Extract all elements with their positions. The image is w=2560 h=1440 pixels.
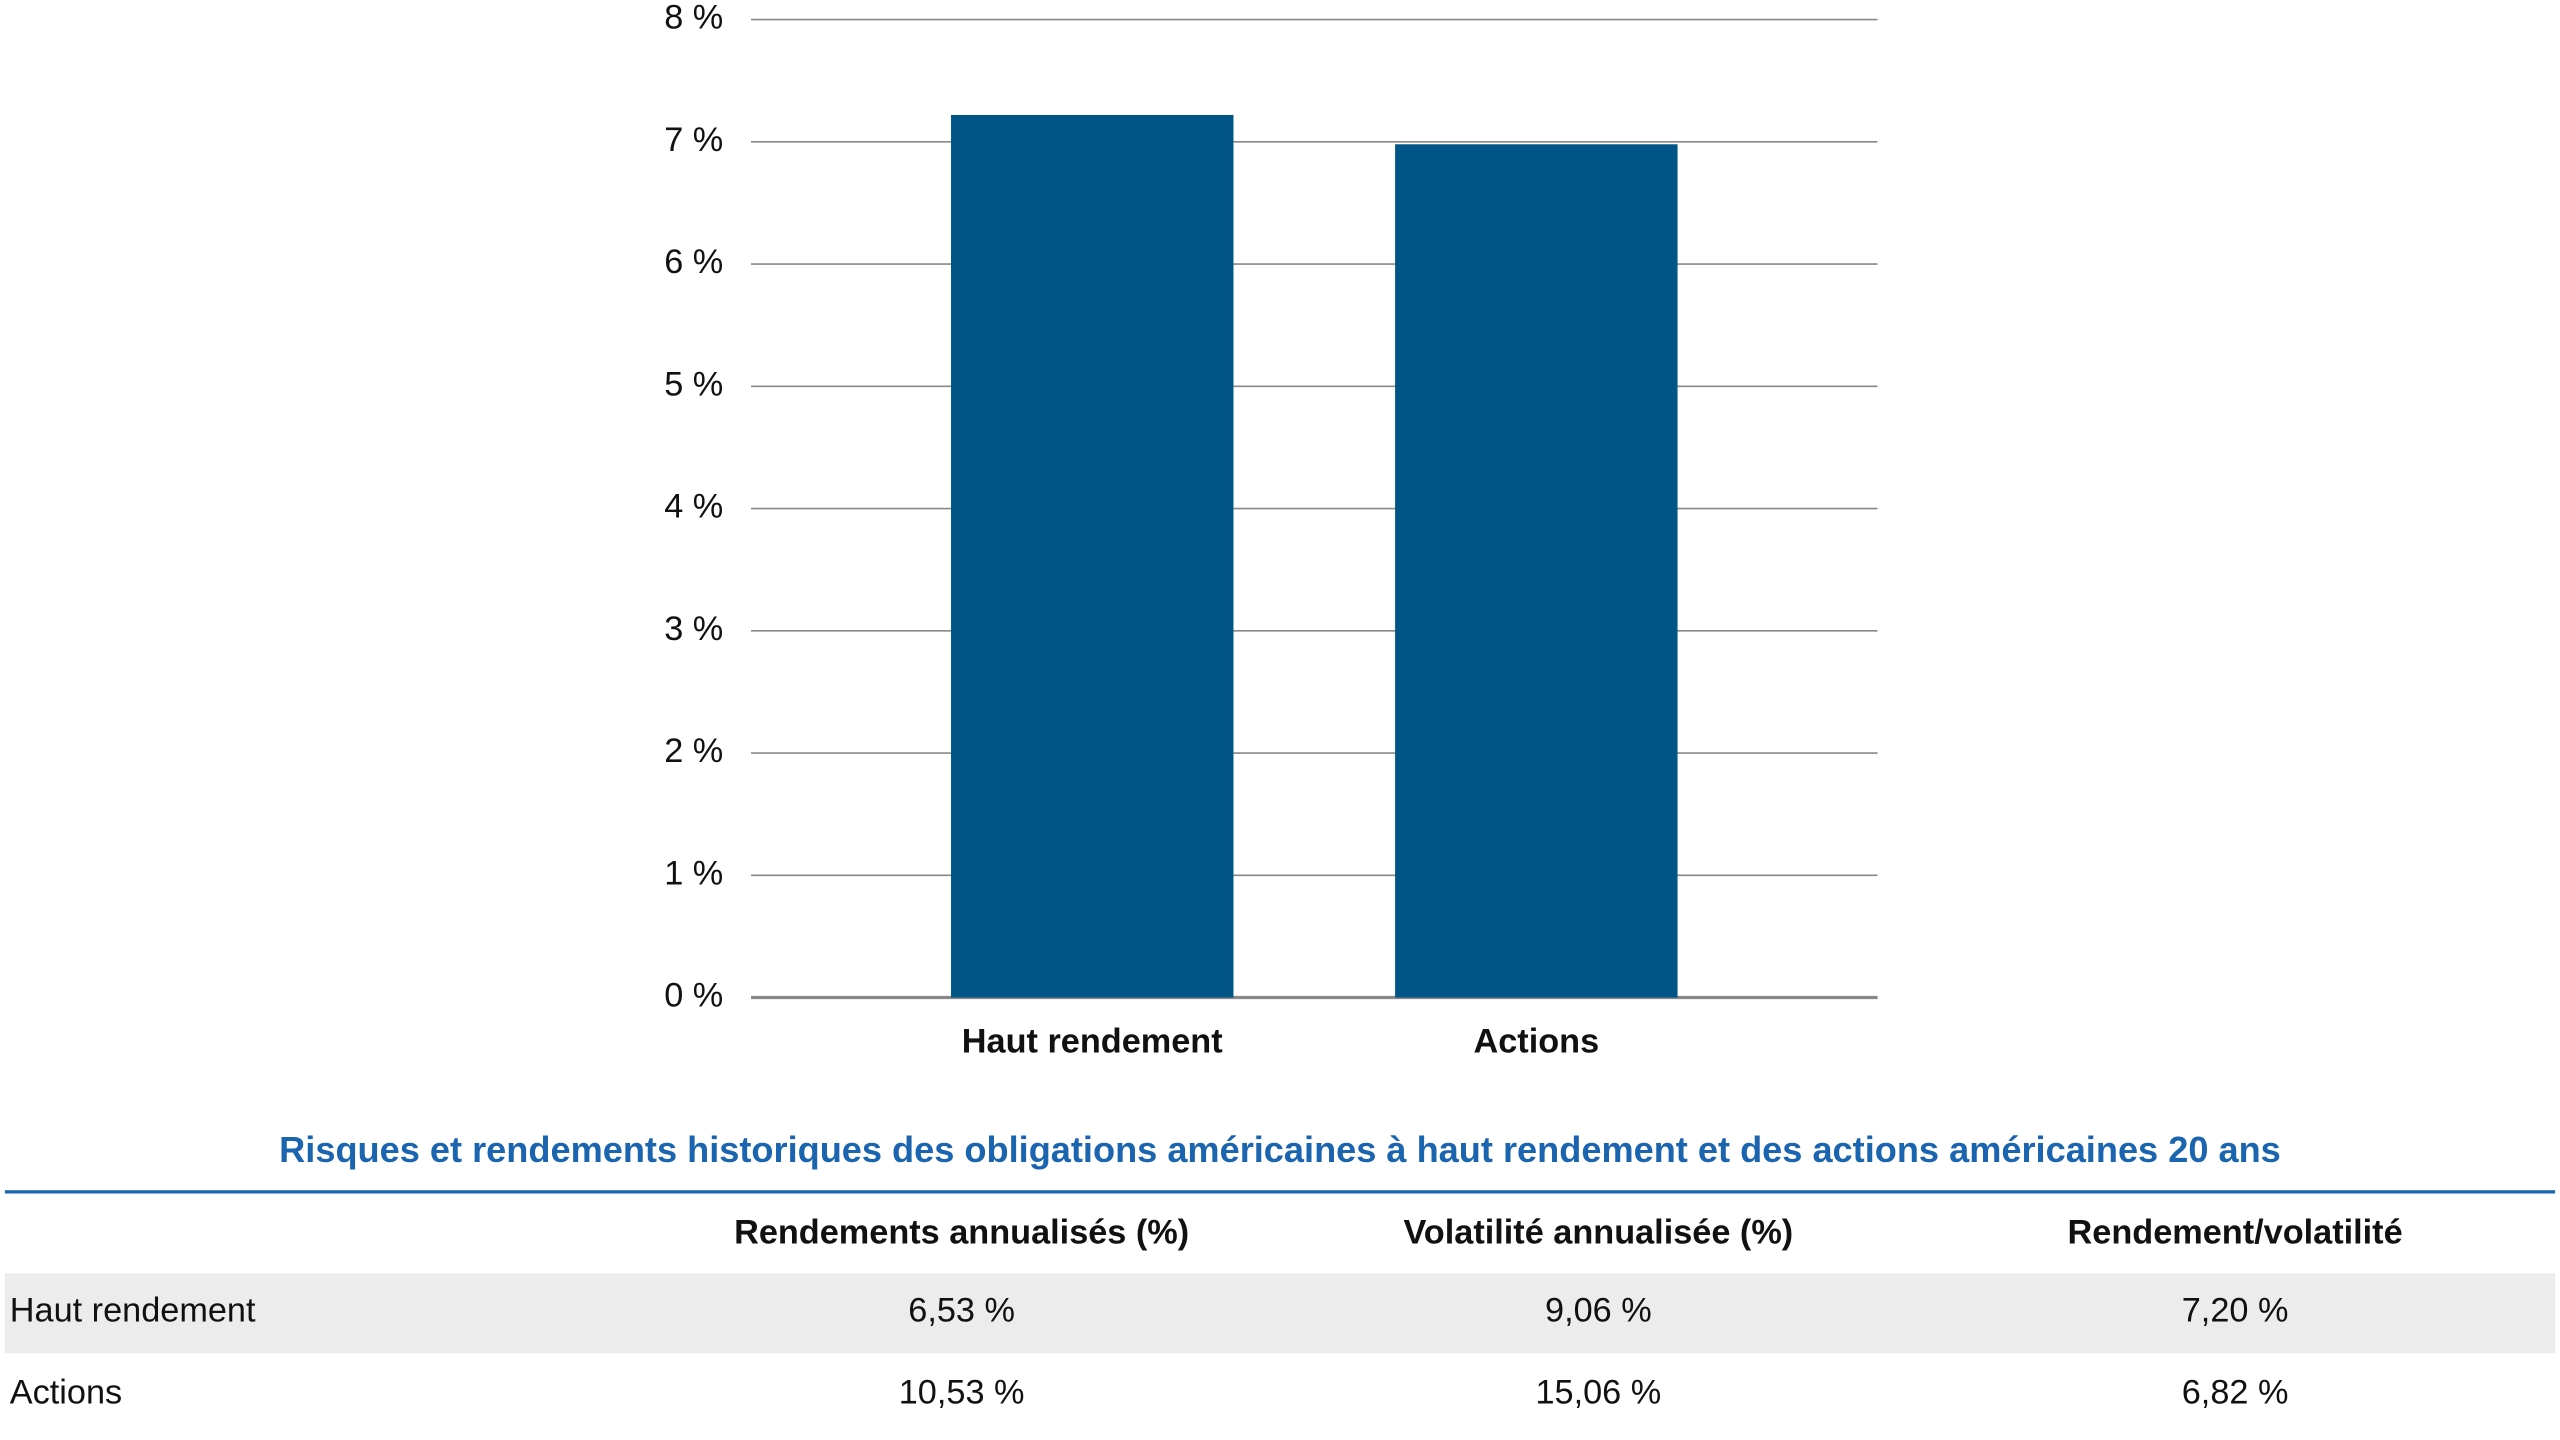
y-tick-label: 1 % [664,854,723,892]
table-cell: 10,53 % [899,1373,1025,1411]
table-cell: 6,53 % [908,1292,1015,1330]
y-tick-label: 0 % [664,977,723,1015]
table-cell: 6,82 % [2182,1373,2289,1411]
column-header: Rendement/volatilité [2068,1213,2403,1251]
row-label: Haut rendement [10,1292,256,1330]
x-tick-label: Actions [1473,1022,1599,1060]
y-tick-label: 5 % [664,365,723,403]
y-tick-label: 3 % [664,610,723,648]
y-tick-label: 8 % [664,0,723,37]
column-header: Volatilité annualisée (%) [1404,1213,1794,1251]
column-header: Rendements annualisés (%) [734,1213,1189,1251]
y-tick-label: 7 % [664,121,723,159]
row-shade [4,1273,2556,1354]
row-label: Actions [10,1373,122,1411]
bar [951,114,1234,998]
table-cell: 9,06 % [1545,1292,1652,1330]
x-tick-label: Haut rendement [962,1022,1223,1060]
table-cell: 7,20 % [2182,1292,2289,1330]
table-title: Risques et rendements historiques des ob… [279,1129,2281,1170]
bar [1395,144,1678,998]
y-tick-label: 4 % [664,488,723,526]
table-cell: 15,06 % [1535,1373,1661,1411]
y-tick-label: 2 % [664,732,723,770]
y-tick-label: 6 % [664,243,723,281]
